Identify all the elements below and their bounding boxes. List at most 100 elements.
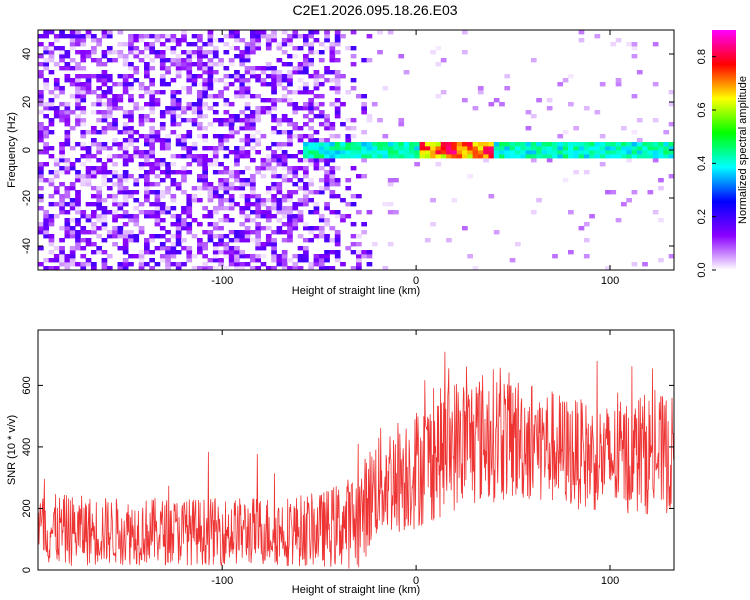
heatmap-cell [154, 198, 161, 203]
heatmap-cell [308, 142, 314, 147]
heatmap-cell [435, 94, 442, 99]
heatmap-cell [38, 230, 44, 235]
heatmap-cell [467, 146, 473, 151]
heatmap-cell [271, 206, 277, 211]
heatmap-cell [175, 186, 182, 191]
heatmap-cell [59, 262, 65, 267]
heatmap-cell [59, 54, 65, 59]
heatmap-cell [361, 230, 367, 235]
heatmap-cell [265, 74, 272, 79]
heatmap-cell [546, 154, 553, 159]
heatmap-cell [271, 70, 277, 75]
heatmap-cell [170, 62, 177, 67]
heatmap-cell [308, 46, 314, 51]
heatmap-cell [234, 94, 240, 99]
heatmap-cell [38, 70, 44, 75]
heatmap-cell [303, 198, 309, 203]
heatmap-cell [149, 210, 155, 215]
heatmap-cell [186, 90, 193, 95]
heatmap-cell [255, 110, 261, 115]
heatmap-cell [562, 142, 569, 147]
heatmap-cell [85, 202, 92, 207]
heatmap-cell [91, 46, 97, 51]
colorbar-tick-label: 0.2 [696, 209, 708, 224]
heatmap-cell [53, 174, 60, 179]
heatmap-cell [112, 94, 118, 99]
heatmap-cell [202, 246, 208, 251]
heatmap-cell [117, 206, 124, 211]
heatmap-cell [562, 150, 569, 155]
heatmap-cell [165, 262, 171, 267]
heatmap-cell [435, 46, 442, 51]
heatmap-cell [228, 254, 235, 259]
heatmap-cell [64, 158, 71, 163]
heatmap-cell [536, 98, 542, 103]
heatmap-cell [223, 254, 230, 259]
heatmap-cell [493, 230, 500, 235]
heatmap-cell [91, 50, 97, 55]
heatmap-cell [255, 74, 261, 79]
heatmap-cell [546, 146, 553, 151]
heatmap-cell [287, 54, 293, 59]
heatmap-cell [59, 46, 65, 51]
heatmap-cell [43, 62, 49, 67]
heatmap-cell [329, 170, 336, 175]
heatmap-cell [530, 154, 537, 159]
heatmap-cell [75, 222, 81, 227]
heatmap-cell [228, 134, 235, 139]
heatmap-cell [165, 170, 171, 175]
heatmap-cell [186, 70, 193, 75]
heatmap-cell [303, 122, 309, 127]
heatmap-cell [64, 266, 71, 271]
heatmap-cell [424, 142, 431, 147]
heatmap-cell [260, 174, 267, 179]
heatmap-cell [281, 38, 288, 43]
heatmap-cell [271, 258, 277, 263]
heatmap-cell [122, 190, 129, 195]
heatmap-cell [149, 170, 155, 175]
heatmap-cell [303, 170, 309, 175]
heatmap-cell [228, 206, 235, 211]
heatmap-cell [271, 90, 277, 95]
heatmap-cell [175, 102, 182, 107]
heatmap-cell [128, 234, 134, 239]
heatmap-cell [117, 130, 124, 135]
heatmap-cell [64, 258, 71, 263]
heatmap-cell [69, 42, 76, 47]
heatmap-cell [308, 102, 314, 107]
heatmap-cell [536, 198, 542, 203]
heatmap-cell [149, 110, 155, 115]
heatmap-cell [149, 42, 155, 47]
heatmap-cell [144, 142, 150, 147]
heatmap-cell [313, 50, 320, 55]
heatmap-cell [234, 250, 240, 255]
heatmap-cell [297, 202, 304, 207]
heatmap-cell [318, 82, 325, 87]
heatmap-cell [175, 238, 182, 243]
heatmap-cell [181, 146, 187, 151]
heatmap-cell [350, 194, 357, 199]
heatmap-cell [228, 102, 235, 107]
heatmap-cell [303, 150, 309, 155]
heatmap-cell [377, 142, 383, 147]
heatmap-cell [318, 146, 325, 151]
heatmap-cell [59, 86, 65, 91]
heatmap-cell [244, 230, 251, 235]
heatmap-cell [197, 62, 203, 67]
heatmap-cell [377, 146, 383, 151]
heatmap-cell [106, 58, 113, 63]
heatmap-cell [313, 226, 320, 231]
heatmap-cell [75, 206, 81, 211]
heatmap-cell [250, 138, 256, 143]
heatmap-cell [239, 50, 246, 55]
heatmap-cell [318, 114, 325, 119]
heatmap-cell [239, 126, 246, 131]
heatmap-cell [329, 226, 336, 231]
heatmap-cell [59, 110, 65, 115]
heatmap-cell [647, 142, 654, 147]
heatmap-cell [621, 126, 627, 131]
heatmap-cell [255, 46, 261, 51]
heatmap-cell [541, 150, 548, 155]
heatmap-cell [281, 166, 288, 171]
